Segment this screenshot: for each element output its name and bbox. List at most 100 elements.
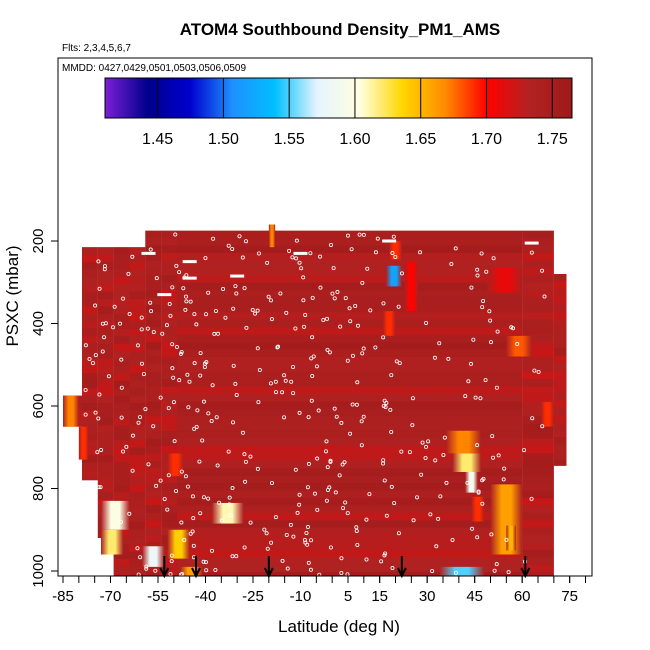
sample-marker (294, 238, 299, 243)
sample-marker (206, 496, 211, 501)
heatmap-band (145, 535, 162, 543)
heatmap-band (82, 351, 98, 359)
heatmap-band (553, 415, 567, 423)
sample-marker (166, 473, 171, 478)
heatmap-band (161, 334, 177, 343)
heatmap-band (129, 380, 146, 389)
heatmap-band (113, 417, 130, 426)
heatmap-band (522, 379, 554, 387)
sample-marker (359, 443, 364, 448)
sample-marker (469, 285, 474, 290)
heatmap-band (97, 477, 114, 485)
heatmap-band (129, 314, 146, 322)
sample-marker (332, 406, 337, 411)
heatmap-band (145, 267, 162, 276)
sample-marker (301, 298, 306, 303)
heatmap-band (97, 365, 114, 374)
heatmap-anomaly (446, 430, 481, 454)
heatmap-band (129, 566, 146, 574)
heatmap-band (113, 410, 130, 418)
heatmap-band (161, 490, 177, 498)
heatmap-band (177, 572, 523, 576)
sample-marker (214, 415, 219, 420)
sample-marker (250, 308, 255, 313)
sample-marker (399, 271, 404, 276)
heatmap-band (177, 297, 523, 305)
sample-marker (297, 502, 302, 507)
sample-marker (419, 472, 424, 477)
heatmap-band (97, 269, 114, 277)
heatmap-band (129, 544, 146, 552)
heatmap-band (177, 438, 523, 447)
heatmap-band (522, 334, 554, 343)
colorbar-tick-label: 1.65 (405, 131, 436, 148)
sample-marker (316, 408, 321, 413)
sample-marker (93, 410, 98, 415)
heatmap-band (553, 355, 567, 364)
heatmap-band (129, 299, 146, 307)
sample-marker (282, 415, 287, 420)
x-tick-label: 60 (514, 588, 531, 605)
sample-marker (318, 254, 323, 259)
sample-marker (198, 351, 203, 356)
heatmap-anomaly (506, 335, 532, 357)
sample-marker (119, 357, 124, 362)
heatmap-band (97, 380, 114, 389)
sample-marker (384, 400, 389, 405)
y-axis: 200 400 600 800 1000 (30, 228, 58, 588)
sample-marker (389, 484, 394, 489)
heatmap-band (161, 520, 177, 528)
heatmap-band (129, 291, 146, 300)
sample-marker (361, 346, 366, 351)
sample-marker (299, 266, 304, 271)
heatmap-band (177, 327, 523, 335)
heatmap-band (97, 291, 114, 300)
sample-marker (90, 361, 95, 366)
sample-marker (384, 513, 389, 518)
sample-marker (121, 449, 126, 454)
heatmap-band (97, 455, 114, 463)
sample-marker (154, 483, 159, 488)
sample-marker (174, 488, 179, 493)
sample-marker (162, 496, 167, 501)
sample-marker (302, 324, 307, 329)
sample-marker (302, 538, 307, 543)
heatmap-band (553, 429, 567, 438)
sample-marker (240, 255, 245, 260)
sample-marker (253, 311, 258, 316)
sample-marker (424, 444, 429, 449)
sample-marker (89, 503, 94, 508)
sample-marker (227, 502, 232, 507)
heatmap-band (522, 356, 554, 365)
heatmap-band (145, 230, 162, 239)
heatmap-band (522, 549, 554, 558)
heatmap-band (129, 388, 146, 396)
sample-marker (393, 254, 398, 259)
heatmap-band (145, 460, 162, 469)
sample-marker (242, 452, 247, 457)
sample-marker (178, 572, 183, 576)
sample-marker (130, 468, 135, 473)
sample-marker (287, 248, 292, 253)
colorbar-tick-label: 1.45 (142, 131, 173, 148)
heatmap-band (177, 527, 523, 536)
sample-marker (151, 424, 156, 429)
sample-marker (442, 435, 447, 440)
sample-marker (144, 566, 149, 571)
sample-marker (333, 490, 338, 495)
sample-marker (257, 368, 262, 373)
heatmap-band (161, 416, 177, 424)
heatmap-anomaly (211, 502, 244, 524)
heatmap-band (522, 512, 554, 521)
heatmap-band (97, 403, 114, 411)
heatmap-band (82, 425, 98, 433)
heatmap-band (553, 325, 567, 334)
sample-marker (345, 233, 350, 238)
heatmap-band (145, 520, 162, 528)
heatmap-band (129, 262, 146, 270)
sample-marker (158, 478, 163, 483)
sample-marker (230, 486, 235, 491)
heatmap-band (113, 284, 130, 292)
sample-marker (221, 287, 226, 292)
sample-marker (489, 532, 494, 537)
